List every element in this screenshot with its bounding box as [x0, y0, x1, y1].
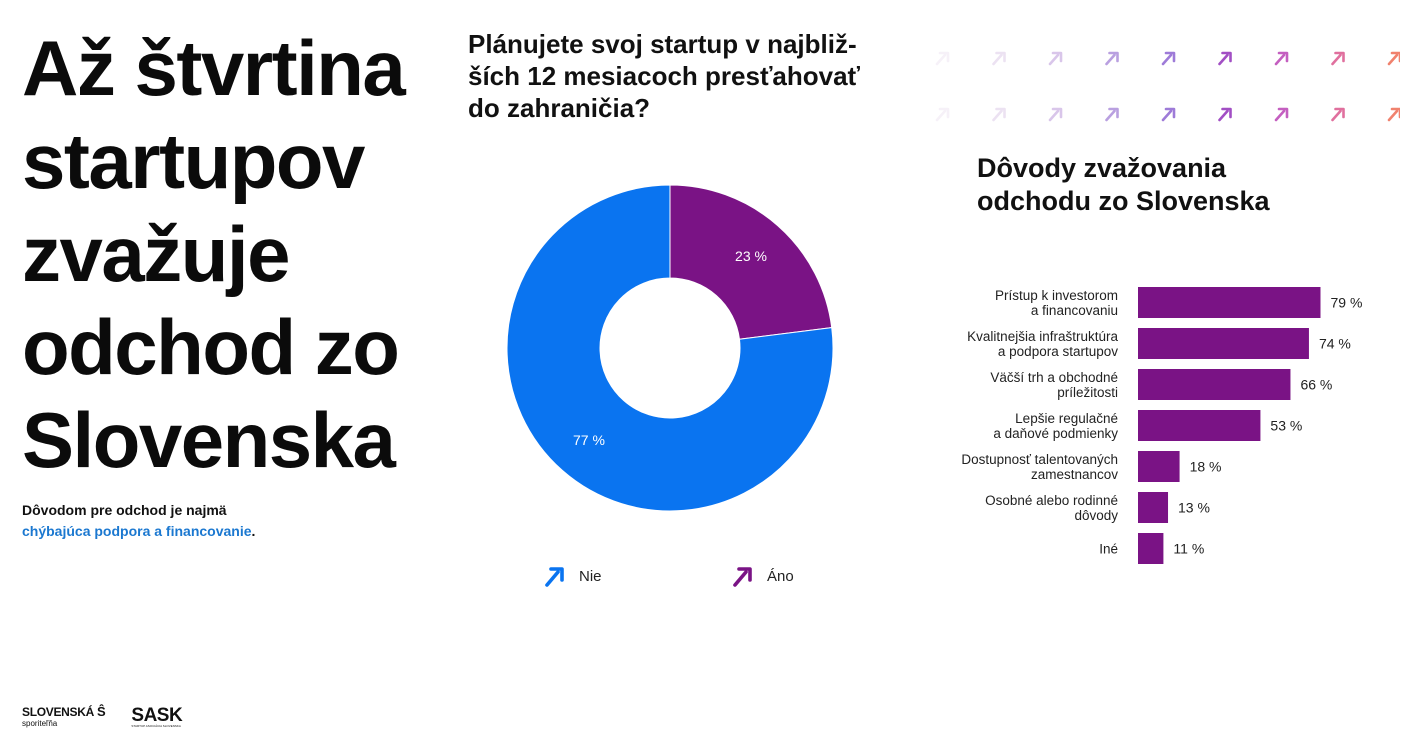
- arrow-up-right-icon: [1048, 107, 1063, 122]
- slovenska-sporitelna-logo: SLOVENSKÁ Ŝ sporiteľňa: [22, 704, 106, 728]
- arrow-up-right-icon: [1274, 51, 1289, 66]
- subline-text: Dôvodom pre odchod je najmä: [22, 502, 227, 518]
- donut-slice-label: 77 %: [573, 432, 605, 448]
- logo-tagline: STARTUP ASOCIÁCIA SLOVENSKA: [131, 724, 181, 728]
- logo-text: sporiteľňa: [22, 719, 58, 728]
- arrow-up-right-icon: [1218, 107, 1232, 122]
- arrow-up-right-icon: [1387, 107, 1400, 122]
- footer-logos: SLOVENSKÁ Ŝ sporiteľňa SASK STARTUP ASOC…: [22, 704, 183, 729]
- arrow-up-right-icon: [1331, 107, 1345, 122]
- subline-highlight: chýbajúca podpora a financovanie: [22, 523, 252, 539]
- donut-slice-label: 23 %: [735, 248, 767, 264]
- arrow-up-right-icon: [1048, 51, 1063, 66]
- bar-value-label: 11 %: [1173, 541, 1204, 557]
- donut-slice-nie: [506, 184, 834, 512]
- bar: [1138, 533, 1164, 564]
- arrow-up-right-icon: [545, 567, 564, 587]
- bar: [1138, 451, 1180, 482]
- arrow-up-right-icon: [992, 51, 1006, 66]
- bar-value-label: 13 %: [1178, 500, 1210, 516]
- arrow-up-right-icon: [1387, 51, 1400, 66]
- logo-text: SLOVENSKÁ: [22, 705, 94, 719]
- subline: Dôvodom pre odchod je najmä chýbajúca po…: [22, 500, 422, 542]
- arrow-up-right-icon: [935, 51, 950, 66]
- headline-line: Až štvrtina: [22, 24, 406, 112]
- bar-category-label: Väčší trh a obchodné: [990, 370, 1118, 385]
- legend-item-ano: Áno: [731, 564, 794, 588]
- donut-slice-ano: [669, 184, 833, 340]
- decorative-arrow-pattern: [935, 51, 1400, 122]
- bar: [1138, 328, 1309, 359]
- donut-chart-title-line: do zahraničia?: [468, 93, 651, 123]
- donut-chart-title: Plánujete svoj startup v najbliž- ších 1…: [468, 28, 913, 124]
- subline-period: .: [251, 523, 256, 539]
- bar-chart-title-line: odchodu zo Slovenska: [977, 186, 1270, 216]
- headline-line: zvažuje: [22, 210, 290, 298]
- bar-value-label: 18 %: [1190, 459, 1222, 475]
- bar-category-label: Osobné alebo rodinné: [985, 493, 1118, 508]
- legend-item-nie: Nie: [543, 564, 602, 588]
- bar-category-label: Kvalitnejšia infraštruktúra: [967, 329, 1118, 344]
- bar-chart-title: Dôvody zvažovania odchodu zo Slovenska: [977, 152, 1317, 218]
- bar-value-label: 74 %: [1319, 336, 1351, 352]
- bar: [1138, 410, 1261, 441]
- bar-category-label: Iné: [1099, 542, 1118, 557]
- donut-chart-title-line: ších 12 mesiacoch presťahovať: [468, 61, 860, 91]
- logo-text: SASK: [131, 705, 183, 726]
- bar-category-label: a podpora startupov: [998, 344, 1118, 359]
- arrow-up-right-icon: [1274, 107, 1289, 122]
- arrow-up-right-icon: [992, 107, 1006, 122]
- bar-category-label: príležitosti: [1057, 385, 1118, 400]
- headline-line: startupov: [22, 117, 365, 205]
- bar-value-label: 66 %: [1300, 377, 1332, 393]
- bar-category-label: a daňové podmienky: [993, 426, 1118, 441]
- arrow-up-right-icon: [1218, 51, 1232, 66]
- sask-logo: SASK STARTUP ASOCIÁCIA SLOVENSKA: [131, 705, 183, 728]
- headline: Až štvrtina startupov zvažuje odchod zo …: [22, 22, 442, 487]
- legend-label: Áno: [767, 567, 794, 585]
- arrow-up-right-icon: [1161, 107, 1176, 122]
- donut-chart: 23 % 77 %: [506, 184, 834, 512]
- bar-chart-title-line: Dôvody zvažovania: [977, 153, 1227, 183]
- bar-category-label: Dostupnosť talentovaných: [961, 452, 1118, 467]
- bar-value-label: 53 %: [1270, 418, 1302, 434]
- arrow-up-right-icon: [1105, 51, 1119, 66]
- bar: [1138, 369, 1291, 400]
- legend-label: Nie: [579, 567, 602, 585]
- bar: [1138, 492, 1169, 523]
- bar-category-label: a financovaniu: [1031, 303, 1118, 318]
- headline-line: odchod zo: [22, 303, 400, 391]
- bar-category-label: zamestnancov: [1031, 467, 1118, 482]
- donut-chart-title-line: Plánujete svoj startup v najbliž-: [468, 29, 857, 59]
- arrow-up-right-icon: [1161, 51, 1176, 66]
- bar-category-label: Prístup k investorom: [995, 288, 1118, 303]
- bar-category-label: dôvody: [1074, 508, 1118, 523]
- headline-line: Slovenska: [22, 396, 396, 484]
- bar: [1138, 287, 1321, 318]
- arrow-up-right-icon: [1105, 107, 1119, 122]
- bar-value-label: 79 %: [1330, 295, 1362, 311]
- arrow-up-right-icon: [733, 567, 752, 587]
- bar-category-label: Lepšie regulačné: [1015, 411, 1118, 426]
- arrow-up-right-icon: [1331, 51, 1345, 66]
- arrow-up-right-icon: [935, 107, 950, 122]
